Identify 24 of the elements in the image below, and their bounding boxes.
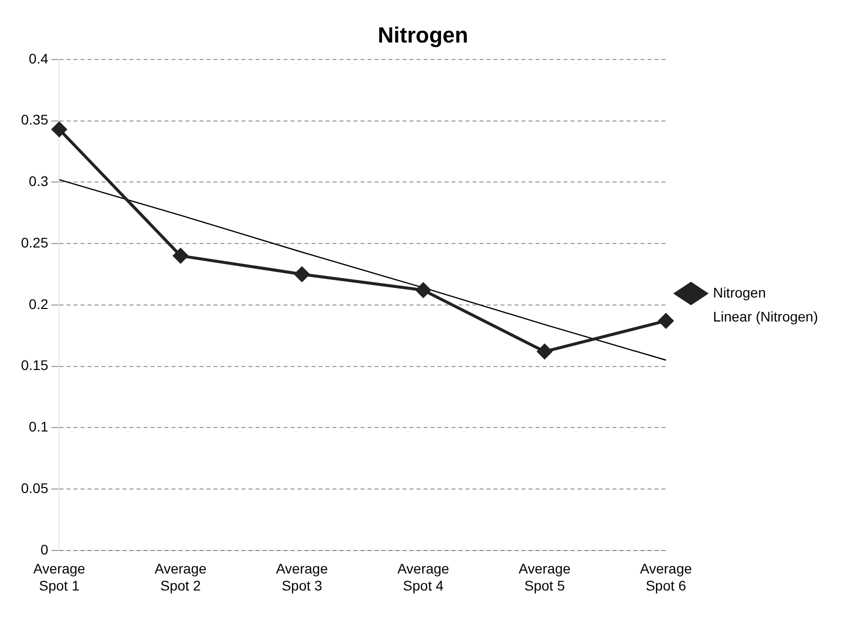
y-tick-label: 0.05 bbox=[21, 480, 48, 496]
point bbox=[294, 266, 310, 282]
x-tick-label: Average Spot 1 bbox=[33, 560, 86, 594]
chart-title: Nitrogen bbox=[378, 22, 468, 48]
point bbox=[658, 313, 674, 328]
point bbox=[416, 282, 431, 298]
x-tick-label: Average Spot 2 bbox=[154, 560, 207, 594]
y-tick-label: 0.1 bbox=[28, 418, 48, 435]
y-tick-label: 0.15 bbox=[21, 357, 48, 374]
y-tick-label: 0.25 bbox=[21, 234, 48, 250]
point bbox=[173, 248, 188, 264]
y-tick-label: 0.4 bbox=[28, 50, 48, 66]
legend-label: Nitrogen bbox=[712, 284, 766, 300]
y-tick-label: 0.35 bbox=[21, 112, 48, 128]
point bbox=[537, 344, 552, 360]
x-tick-label: Average Spot 6 bbox=[640, 560, 692, 594]
x-tick-label: Average Spot 4 bbox=[397, 560, 450, 594]
y-tick-label: 0.2 bbox=[28, 296, 48, 312]
y-tick-label: 0 bbox=[40, 541, 48, 558]
x-tick-label: Average Spot 3 bbox=[276, 560, 328, 594]
y-tick-label: 0.3 bbox=[28, 173, 48, 190]
text: Linear (Nitrogen) bbox=[712, 308, 818, 324]
point bbox=[52, 122, 67, 137]
x-tick-label: Average Spot 5 bbox=[518, 560, 571, 594]
